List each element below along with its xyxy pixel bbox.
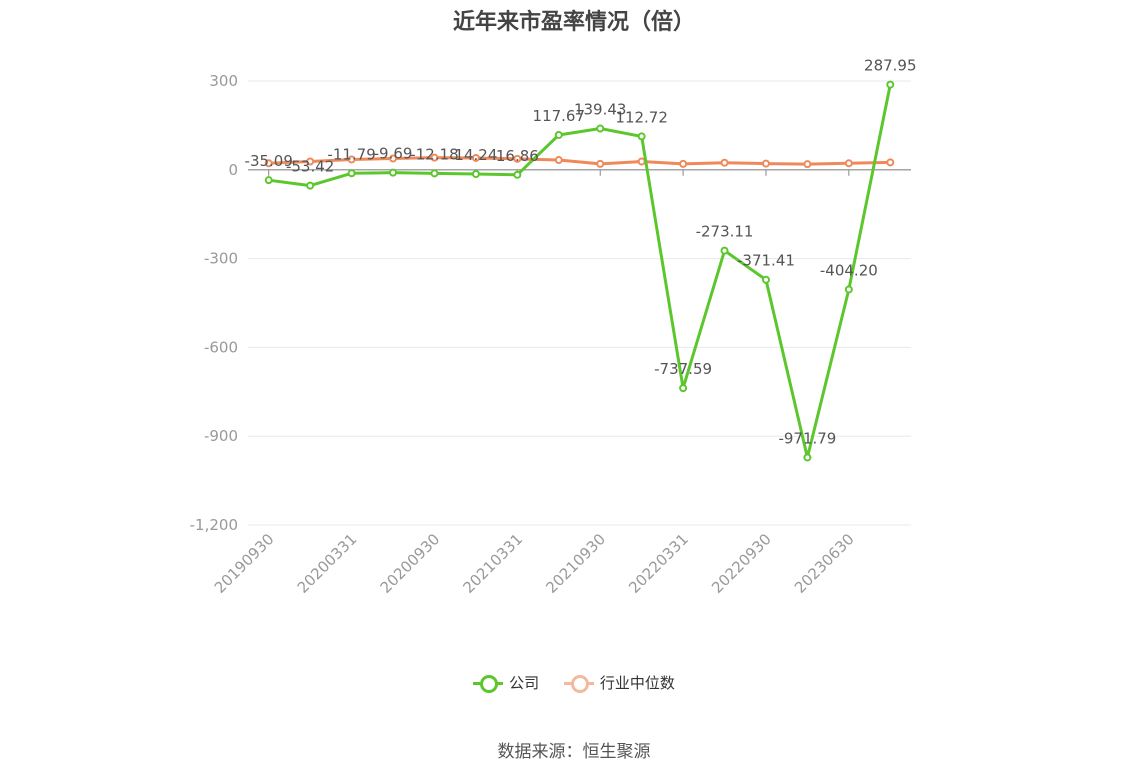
data-point[interactable] xyxy=(844,159,853,168)
data-point[interactable] xyxy=(679,159,688,168)
x-tick-label: 20190930 xyxy=(211,530,278,597)
data-source: 数据来源：恒生聚源 xyxy=(497,742,651,762)
data-label: -11.79 xyxy=(327,145,375,163)
data-point[interactable] xyxy=(637,132,646,141)
data-point[interactable] xyxy=(513,170,522,179)
data-label: -12.18 xyxy=(410,145,458,163)
data-label: -404.20 xyxy=(820,261,878,279)
legend: 公司 行业中位数 xyxy=(0,672,1148,697)
data-label: 139.43 xyxy=(574,101,627,119)
data-point[interactable] xyxy=(886,158,895,167)
data-point[interactable] xyxy=(720,158,729,167)
data-point[interactable] xyxy=(347,155,356,164)
data-label: -737.59 xyxy=(654,360,712,378)
data-label: -53.42 xyxy=(286,158,334,176)
legend-item-industry[interactable]: 行业中位数 xyxy=(563,672,675,693)
data-point[interactable] xyxy=(844,285,853,294)
x-tick-label: 20220331 xyxy=(625,530,692,597)
data-point[interactable] xyxy=(430,153,439,162)
series-line xyxy=(268,84,892,459)
legend-industry-symbol xyxy=(563,673,594,693)
x-axis: 20190930 20200331 20200930 20210331 20210930… xyxy=(211,169,858,597)
data-point[interactable] xyxy=(720,246,729,255)
data-point[interactable] xyxy=(471,153,480,162)
data-point[interactable] xyxy=(306,181,315,190)
legend-item-company[interactable]: 公司 xyxy=(473,672,539,693)
data-point[interactable] xyxy=(679,384,688,393)
series-line xyxy=(268,156,891,166)
data-point[interactable] xyxy=(389,154,398,163)
y-axis-ticks: 300 0 -300 -600 -900 -1,200 xyxy=(190,72,238,534)
data-label: -371.41 xyxy=(737,252,795,270)
data-label: 14.24 xyxy=(454,146,497,164)
data-point[interactable] xyxy=(554,156,563,165)
data-point[interactable] xyxy=(886,80,895,89)
data-point[interactable] xyxy=(761,275,770,284)
data-point[interactable] xyxy=(803,453,812,462)
data-label: -273.11 xyxy=(696,223,754,241)
data-label: -35.09 xyxy=(245,152,293,170)
y-tick-label: -300 xyxy=(204,250,238,268)
data-point[interactable] xyxy=(389,168,398,177)
y-tick-label: 300 xyxy=(209,72,238,90)
legend-company-label: 公司 xyxy=(509,674,540,692)
data-label: 117.67 xyxy=(533,107,586,125)
x-tick-label: 20200930 xyxy=(377,530,444,597)
data-point[interactable] xyxy=(264,159,273,168)
data-label: 16.86 xyxy=(496,147,539,165)
data-point[interactable] xyxy=(430,169,439,178)
x-tick-label: 20200331 xyxy=(294,530,361,597)
data-point[interactable] xyxy=(596,159,605,168)
data-point[interactable] xyxy=(554,130,563,139)
y-tick-label: -600 xyxy=(204,338,238,356)
y-tick-label: 0 xyxy=(228,161,238,179)
x-tick-label: 20230630 xyxy=(791,530,858,597)
data-point[interactable] xyxy=(471,170,480,179)
y-tick-label: -900 xyxy=(204,427,238,445)
data-point[interactable] xyxy=(347,169,356,178)
data-label: 287.95 xyxy=(864,57,917,75)
chart-title: 近年来市盈率情况（倍） xyxy=(452,10,695,35)
data-point[interactable] xyxy=(264,176,273,185)
x-tick-label: 20220930 xyxy=(708,530,775,597)
data-point[interactable] xyxy=(306,157,315,166)
x-tick-label: 20210930 xyxy=(542,530,609,597)
data-label: 112.72 xyxy=(615,108,668,126)
x-tick-label: 20210331 xyxy=(459,530,526,597)
series-group xyxy=(264,80,895,462)
data-point[interactable] xyxy=(803,160,812,169)
legend-company-symbol xyxy=(473,673,504,693)
y-tick-label: -1,200 xyxy=(190,516,238,534)
data-label: -971.79 xyxy=(778,429,836,447)
grid-lines xyxy=(248,80,911,526)
data-point[interactable] xyxy=(637,157,646,166)
legend-industry-label: 行业中位数 xyxy=(599,674,675,692)
data-point[interactable] xyxy=(513,154,522,163)
data-point[interactable] xyxy=(761,159,770,168)
data-point[interactable] xyxy=(596,124,605,133)
data-label: -9.69 xyxy=(374,145,413,163)
